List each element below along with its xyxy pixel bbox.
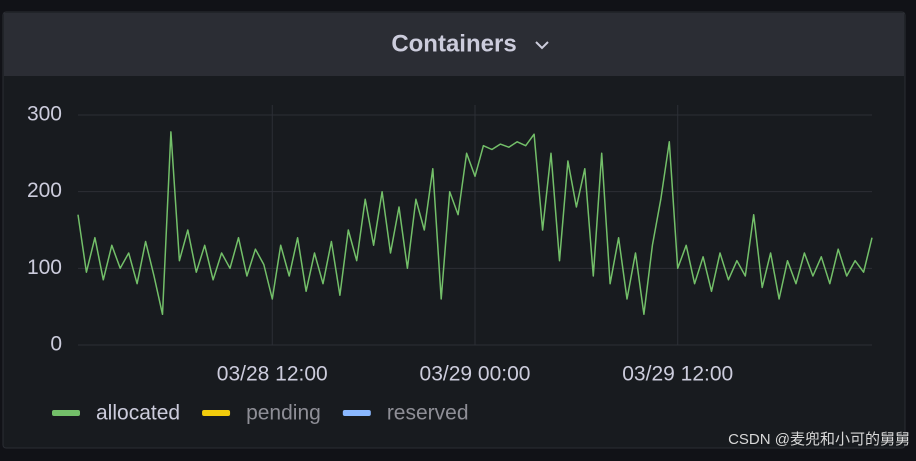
legend-swatch: [342, 410, 371, 416]
y-tick-label: 200: [27, 179, 62, 202]
chevron[interactable]: [535, 41, 549, 50]
x-tick-label: 03/29 00:00: [420, 363, 531, 386]
series-line: [77, 131, 873, 316]
legend-label[interactable]: reserved: [387, 402, 469, 425]
legend-label[interactable]: allocated: [96, 402, 180, 425]
y-tick-label: 0: [50, 333, 62, 356]
legend-label[interactable]: pending: [246, 402, 321, 425]
panel-title[interactable]: Containers: [391, 30, 516, 57]
x-tick-label: 03/29 12:00: [622, 363, 733, 386]
panel-header[interactable]: [4, 13, 904, 76]
y-tick-label: 100: [27, 256, 62, 279]
x-tick-label: 03/28 12:00: [217, 363, 328, 386]
legend-swatch: [202, 410, 231, 416]
y-tick-label: 300: [27, 103, 62, 126]
watermark: CSDN @麦兜和小可的舅舅: [728, 430, 910, 448]
legend-swatch: [52, 410, 80, 416]
panel: [2, 11, 906, 449]
